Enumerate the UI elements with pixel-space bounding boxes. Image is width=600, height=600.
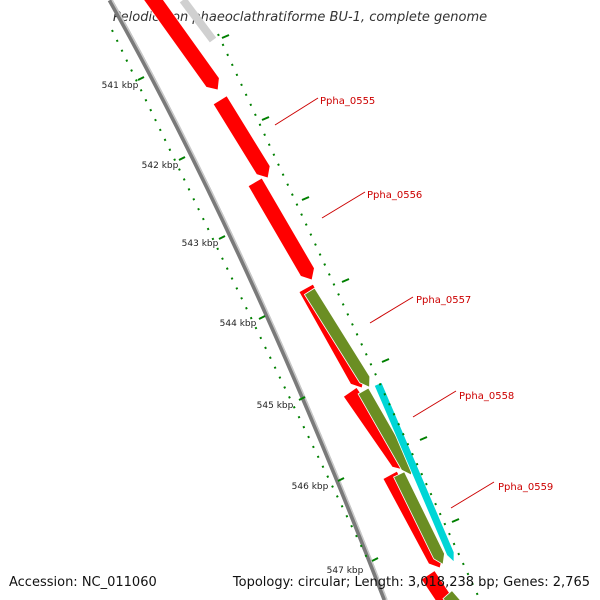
kbp-tick-mark [298, 396, 306, 401]
gene-label: Ppha_0556 [367, 190, 422, 201]
genome-summary-text: Topology: circular; Length: 3,018,238 bp… [232, 575, 590, 590]
kbp-tick-mark [218, 235, 226, 240]
outer-tick-mark [451, 518, 460, 523]
genome-backbone [107, 0, 388, 600]
gene-leader-line [274, 97, 319, 126]
kbp-tick-label: 544 kbp [220, 319, 257, 329]
gene-label: Ppha_0555 [320, 96, 375, 107]
gene-label: Ppha_0557 [416, 295, 471, 306]
kbp-tick-label: 542 kbp [142, 161, 179, 171]
gene-label: Ppha_0559 [498, 482, 553, 493]
kbp-tick-label: 547 kbp [327, 566, 364, 576]
gene-olive-1 [303, 287, 371, 388]
kbp-tick-label: 545 kbp [257, 401, 294, 411]
kbp-tick-mark [337, 477, 345, 482]
outer-tick-mark [301, 196, 310, 201]
gene-leader-line [412, 390, 457, 418]
kbp-tick-mark [178, 156, 186, 161]
gene-arrow-2 [212, 95, 271, 179]
gene-leader-line [321, 191, 366, 219]
kbp-ruler-inner [111, 29, 369, 561]
gene-ghost [179, 0, 217, 43]
gene-olive-3 [393, 471, 445, 566]
gene-arrow-7 [420, 570, 451, 600]
kbp-tick-mark [137, 76, 145, 81]
accession-text: Accession: NC_011060 [9, 575, 157, 590]
kbp-tick-mark [258, 315, 266, 320]
kbp-tick-label: 541 kbp [102, 81, 139, 91]
kbp-tick-label: 543 kbp [182, 239, 219, 249]
gene-label: Ppha_0558 [459, 391, 514, 402]
gene-leader-line [450, 481, 495, 509]
outer-tick-mark [419, 436, 428, 441]
gene-olive-4 [442, 590, 461, 600]
genome-backbone-highlight [111, 0, 388, 600]
gene-cyan-1 [373, 381, 455, 563]
kbp-tick-mark [371, 557, 379, 562]
gene-leader-line [369, 296, 414, 324]
map-title: Pelodictyon phaeoclathratiforme BU-1, co… [112, 10, 488, 25]
gene-arrow-3 [247, 177, 315, 281]
kbp-tick-label: 546 kbp [292, 482, 329, 492]
outer-tick-mark [221, 34, 230, 39]
outer-tick-mark [261, 116, 270, 121]
outer-tick-mark [341, 278, 350, 283]
outer-tick-mark [381, 358, 390, 363]
gene-arrow-1 [143, 0, 220, 91]
